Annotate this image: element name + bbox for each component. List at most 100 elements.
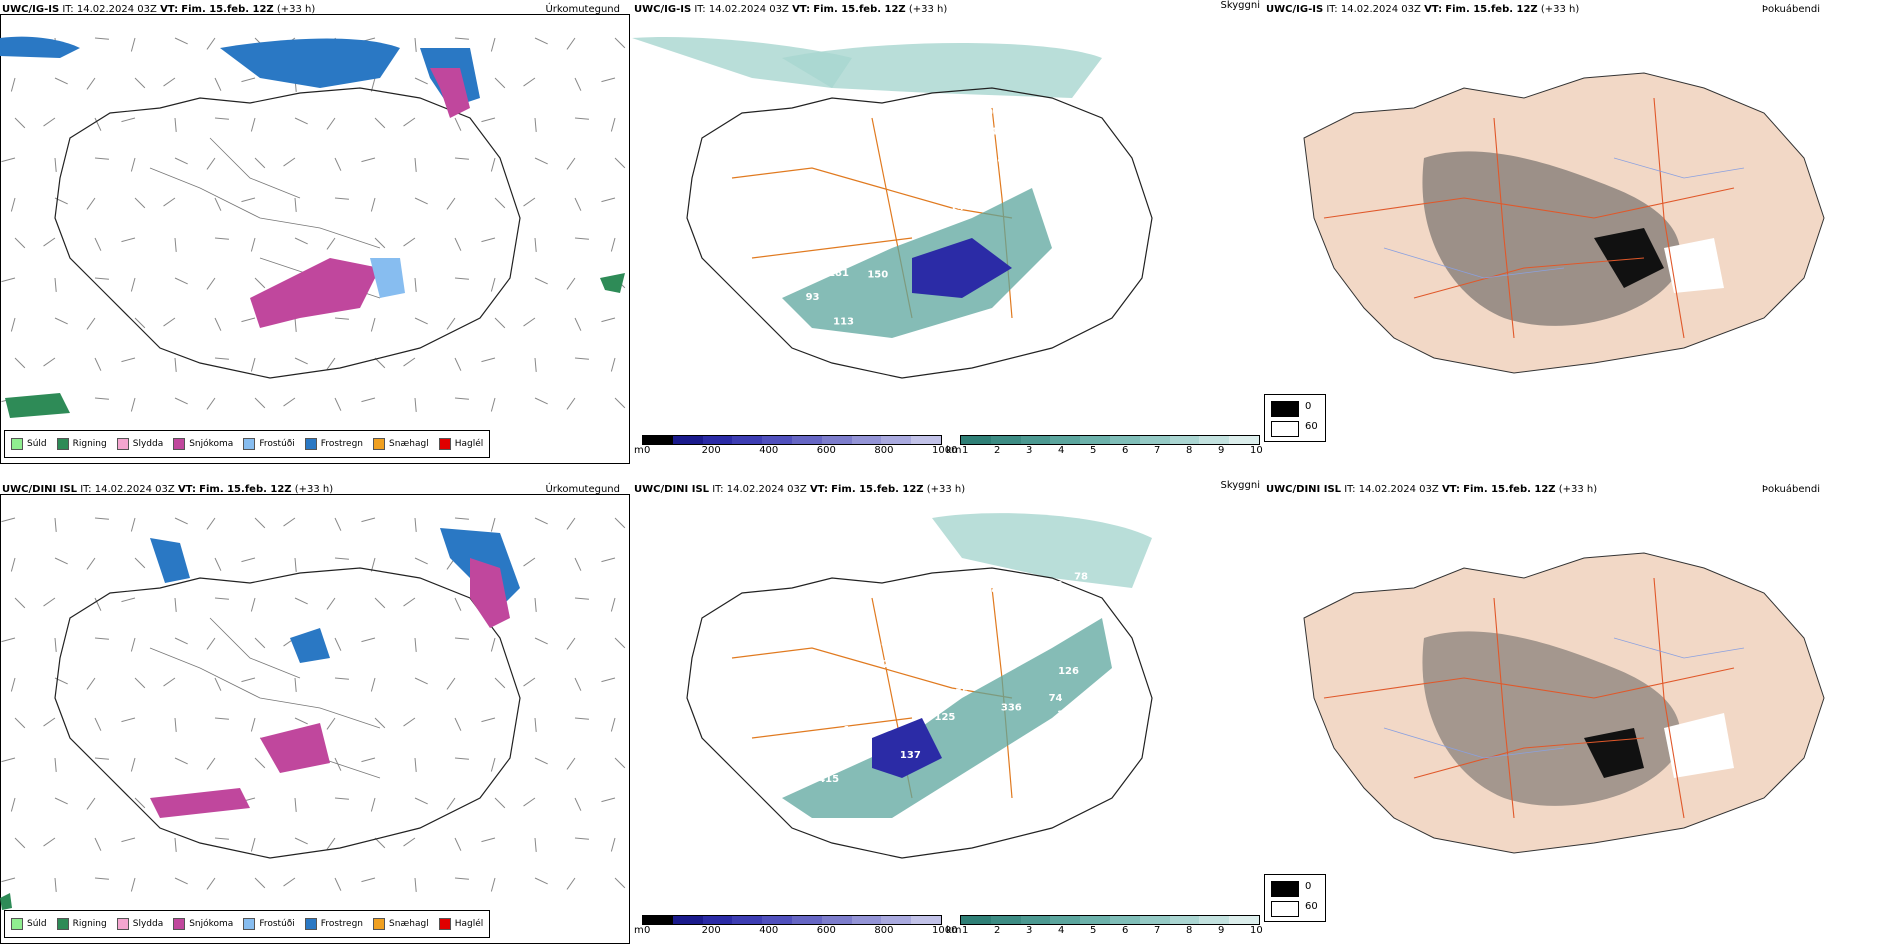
lead-time: (+33 h): [908, 4, 948, 15]
wind-barb: [403, 237, 416, 247]
legend-swatch: [243, 438, 256, 450]
wind-barb: [174, 397, 188, 405]
wind-barb: [454, 517, 469, 520]
wind-barb: [43, 717, 56, 727]
wind-barb: [614, 397, 626, 409]
legend-item: Slydda: [116, 918, 163, 930]
wind-barb: [454, 357, 462, 371]
wind-barb: [54, 637, 57, 652]
legend-item: Rigning: [56, 438, 107, 450]
legend-swatch: [56, 918, 69, 930]
wind-barb: [294, 237, 308, 245]
wind-barb: [1, 517, 16, 523]
vt-label: VT:: [809, 484, 828, 495]
wind-barb: [481, 117, 496, 123]
visibility-value-label: 170: [809, 682, 830, 693]
wind-barb: [574, 317, 582, 331]
wind-barb: [566, 37, 576, 50]
wind-barb: [250, 117, 256, 132]
legend-value: 0: [1305, 881, 1312, 892]
fog-panel-top: UWC/IG-IS IT: 14.02.2024 03Z VT: Fim. 15…: [1264, 0, 1900, 470]
lead-time: (+33 h): [1540, 4, 1580, 15]
precip-type-panel-bottom: UWC/DINI ISL IT: 14.02.2024 03Z VT: Fim.…: [0, 480, 630, 950]
visibility-value-label: 150: [867, 270, 888, 281]
wind-barb: [534, 597, 537, 612]
tick-label: 0: [644, 445, 651, 456]
wind-barb: [490, 877, 496, 892]
wind-barb: [94, 517, 109, 520]
wind-barb: [254, 397, 266, 409]
wind-barb: [334, 157, 342, 171]
wind-barb: [10, 317, 16, 332]
wind-barb: [534, 517, 548, 525]
wind-barb: [334, 677, 349, 680]
panel-title: Skyggni: [1220, 480, 1260, 491]
model-name: UWC/DINI ISL: [634, 484, 710, 495]
wind-barb: [283, 877, 296, 887]
legend-swatch-dark: [1271, 401, 1299, 417]
wind-barb: [403, 117, 416, 127]
wind-barb: [294, 357, 308, 365]
wind-barb: [174, 237, 177, 252]
wind-barb: [214, 77, 222, 91]
wind-barb: [94, 117, 102, 131]
wind-barb: [601, 677, 616, 683]
wind-barb: [326, 117, 336, 130]
valid-time: Fim. 15.feb. 12Z: [831, 484, 924, 495]
wind-barb: [454, 37, 469, 40]
wind-barb: [130, 757, 136, 772]
visibility-value-label: 78: [1074, 572, 1088, 583]
wind-barb: [134, 797, 146, 809]
wind-barb: [326, 597, 336, 610]
wind-barb: [574, 557, 582, 571]
wind-barb: [254, 277, 266, 289]
wind-barb: [130, 157, 136, 172]
visibility-value-label: 306: [979, 572, 1000, 583]
wind-barb: [121, 357, 136, 363]
visibility-value-label: 157: [818, 192, 839, 203]
visibility-map: 113 131 126 93 75 150 105 195 147 144 126 132 157 114…: [632, 37, 1153, 379]
wind-barb: [94, 157, 109, 160]
wind-barb: [454, 157, 469, 160]
wind-barb: [86, 77, 96, 90]
legend-swatch-dark: [1271, 881, 1299, 897]
wind-barb: [1, 877, 16, 883]
wind-barb: [610, 597, 616, 612]
visibility-value-label: 181: [828, 268, 849, 279]
wind-barb: [94, 597, 102, 611]
wind-barb: [206, 637, 216, 650]
wind-barb: [206, 37, 216, 50]
wind-barb: [214, 237, 229, 240]
wind-barb: [54, 277, 57, 292]
wind-barb: [566, 517, 576, 530]
visibility-value-label: 830: [991, 584, 1012, 595]
wind-barb: [534, 837, 537, 852]
wind-barb: [10, 197, 16, 212]
wind-barb: [86, 317, 96, 330]
panel-header: UWC/IG-IS IT: 14.02.2024 03Z VT: Fim. 15…: [2, 4, 315, 15]
wind-barb: [534, 357, 537, 372]
wind-barb: [206, 517, 216, 530]
wind-barb: [241, 317, 256, 323]
wind-barb: [370, 557, 376, 572]
wind-barb: [370, 317, 376, 332]
wind-barb: [374, 357, 386, 369]
wind-barb: [326, 717, 336, 730]
wind-barb: [250, 357, 256, 372]
wind-barb: [174, 37, 188, 45]
wind-barb: [534, 877, 548, 885]
legend-swatch: [11, 918, 23, 930]
wind-barb: [494, 677, 506, 689]
wind-barb: [490, 397, 496, 412]
wind-barb: [43, 357, 56, 367]
wind-barb: [454, 117, 462, 131]
wind-barb: [163, 197, 176, 207]
visibility-value-label: 113: [833, 317, 854, 328]
colorbar-km: [960, 915, 1260, 925]
wind-barb: [374, 237, 386, 249]
legend-label: Snæhagl: [389, 919, 429, 929]
legend-item: Slydda: [116, 438, 163, 450]
wind-barb: [370, 677, 376, 692]
init-time: 14.02.2024 03Z: [1340, 4, 1421, 15]
wind-barb: [94, 357, 102, 371]
